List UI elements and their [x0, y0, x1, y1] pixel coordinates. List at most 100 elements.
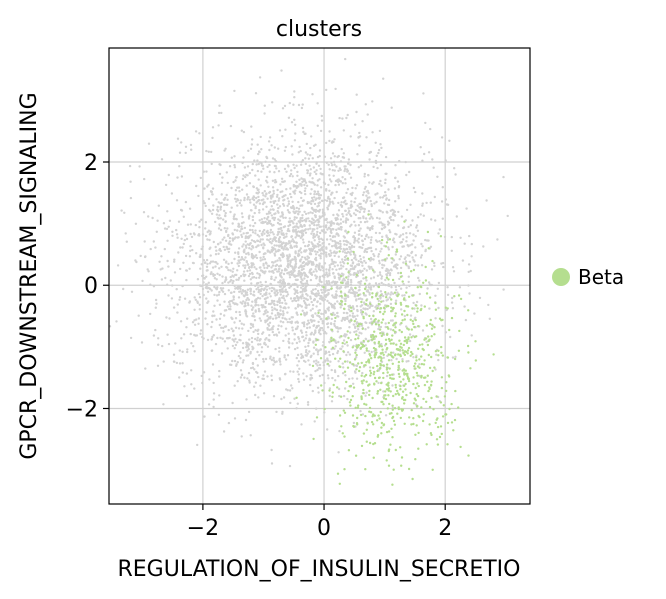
data-point [397, 271, 400, 275]
data-point [439, 235, 443, 238]
data-point [324, 289, 327, 293]
data-point [372, 269, 375, 272]
data-point [333, 322, 336, 326]
data-point [337, 340, 340, 344]
data-point [284, 334, 287, 337]
data-point [254, 299, 257, 302]
data-point [218, 394, 221, 397]
data-point [397, 186, 401, 189]
data-point [298, 145, 301, 149]
data-point [336, 285, 339, 289]
data-point [176, 236, 179, 239]
data-point [280, 325, 283, 328]
data-point [388, 402, 391, 406]
data-point [138, 165, 141, 168]
data-point [452, 429, 455, 432]
data-point [327, 253, 331, 256]
data-point [263, 104, 266, 107]
data-point [327, 226, 331, 230]
data-point [392, 259, 396, 262]
data-point [212, 392, 216, 395]
data-point [341, 212, 344, 216]
data-point [328, 341, 331, 344]
data-point [421, 329, 425, 332]
data-point [309, 278, 313, 282]
data-point [287, 211, 291, 214]
data-point [253, 315, 256, 318]
data-point [234, 326, 238, 329]
data-point [384, 283, 387, 287]
data-point [420, 242, 423, 246]
data-point [392, 356, 395, 359]
data-point [305, 217, 308, 220]
data-point [336, 472, 340, 475]
data-point [287, 227, 290, 231]
data-point [241, 161, 244, 165]
data-point [382, 390, 385, 393]
data-point [326, 206, 329, 209]
data-point [230, 299, 234, 303]
data-point [316, 368, 319, 372]
data-point [254, 310, 257, 313]
data-point [243, 266, 247, 270]
data-point [274, 248, 277, 251]
data-point [294, 132, 297, 135]
data-point [237, 264, 240, 268]
data-point [288, 286, 291, 289]
data-point [313, 193, 316, 196]
data-point [341, 341, 344, 345]
data-point [354, 254, 357, 257]
data-point [386, 220, 390, 223]
data-point [418, 292, 421, 296]
data-point [361, 261, 364, 264]
data-point [416, 404, 419, 408]
data-point [171, 284, 174, 287]
data-point [325, 255, 328, 258]
data-point [279, 320, 282, 323]
data-point [364, 394, 367, 397]
data-point [320, 384, 323, 387]
data-point [420, 254, 423, 257]
data-point [353, 200, 356, 204]
data-point [379, 359, 383, 362]
data-point [387, 321, 390, 325]
data-point [337, 451, 340, 454]
data-point [245, 252, 248, 255]
data-point [385, 257, 389, 260]
data-point [227, 262, 230, 266]
data-point [397, 353, 400, 356]
data-point [375, 216, 379, 220]
data-point [367, 257, 371, 261]
data-point [255, 288, 258, 291]
data-point [434, 219, 437, 222]
data-point [377, 319, 380, 322]
data-point [367, 286, 371, 289]
data-point [384, 397, 388, 401]
data-point [354, 197, 357, 200]
data-point [143, 177, 146, 181]
data-point [378, 129, 382, 133]
data-point [362, 199, 365, 202]
data-point [362, 388, 365, 392]
data-point [160, 255, 163, 258]
data-point [428, 307, 431, 310]
data-point [311, 230, 314, 233]
data-point [376, 192, 379, 195]
data-point [318, 363, 322, 367]
data-point [190, 342, 193, 345]
data-point [243, 226, 247, 230]
data-point [315, 197, 318, 200]
data-point [223, 209, 226, 213]
data-point [391, 373, 394, 376]
data-point [288, 223, 292, 227]
data-point [388, 374, 392, 377]
data-point [402, 351, 405, 354]
data-point [175, 233, 179, 236]
data-point [406, 327, 409, 330]
data-point [348, 401, 352, 404]
data-point [249, 322, 253, 326]
data-point [410, 328, 413, 331]
data-point [365, 349, 368, 352]
data-point [188, 301, 191, 304]
data-point [369, 246, 373, 250]
